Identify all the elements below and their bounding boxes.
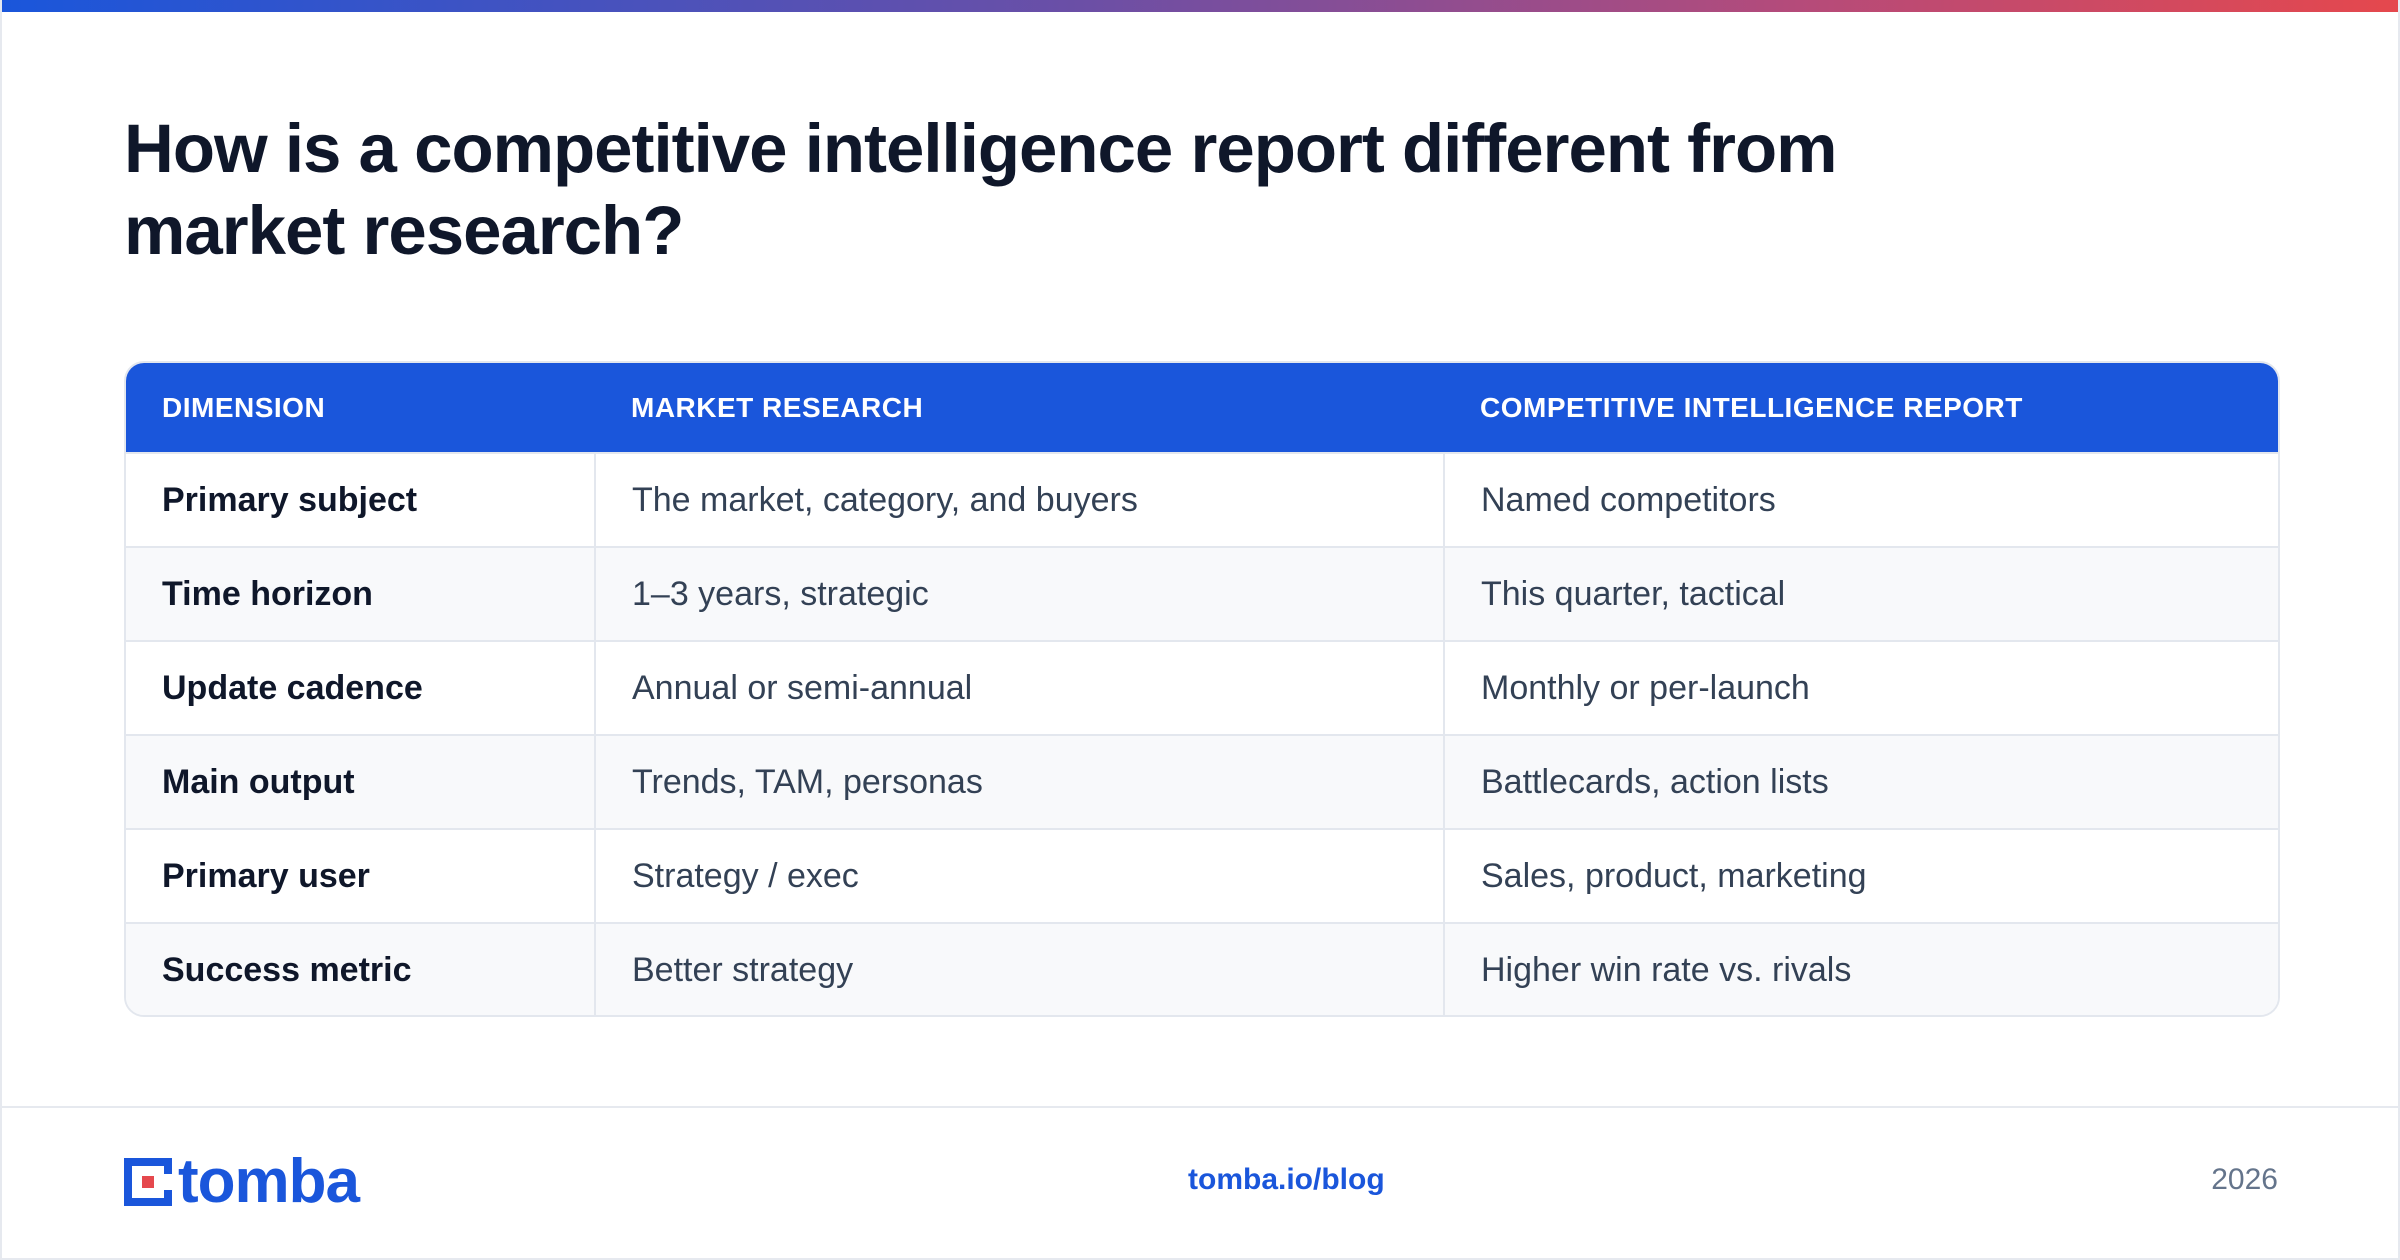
row-dimension: Success metric [126, 922, 595, 1015]
row-market-research: Trends, TAM, personas [594, 734, 1444, 829]
table-row: Success metric Better strategy Higher wi… [126, 922, 2278, 1015]
row-market-research: Annual or semi-annual [594, 640, 1444, 735]
header-market-research: MARKET RESEARCH [631, 391, 924, 423]
tomba-logo-icon [124, 1158, 172, 1206]
row-dimension: Primary subject [126, 452, 595, 547]
logo-text: tomba [178, 1147, 360, 1216]
row-market-research: Better strategy [594, 922, 1444, 1015]
row-competitive-intelligence: Battlecards, action lists [1443, 734, 2278, 829]
row-market-research: The market, category, and buyers [594, 452, 1444, 547]
page-title: How is a competitive intelligence report… [124, 110, 1838, 269]
row-competitive-intelligence: Named competitors [1443, 452, 2278, 547]
row-competitive-intelligence: Monthly or per-launch [1443, 640, 2278, 735]
header-dimension: DIMENSION [162, 391, 326, 423]
footer-divider [2, 1106, 2398, 1108]
blog-link[interactable]: tomba.io/blog [1188, 1163, 1385, 1196]
comparison-table-container: DIMENSION MARKET RESEARCH COMPETITIVE IN… [124, 361, 2280, 1017]
header-competitive-intelligence: COMPETITIVE INTELLIGENCE REPORT [1480, 391, 2023, 423]
row-competitive-intelligence: This quarter, tactical [1443, 546, 2278, 641]
top-gradient-bar [2, 0, 2398, 12]
row-dimension: Primary user [126, 828, 595, 923]
table-row: Primary user Strategy / exec Sales, prod… [126, 828, 2278, 923]
table-row: Update cadence Annual or semi-annual Mon… [126, 640, 2278, 735]
comparison-table: DIMENSION MARKET RESEARCH COMPETITIVE IN… [126, 363, 2278, 1015]
table-row: Primary subject The market, category, an… [126, 452, 2278, 547]
row-dimension: Main output [126, 734, 595, 829]
row-dimension: Time horizon [126, 546, 595, 641]
row-competitive-intelligence: Higher win rate vs. rivals [1443, 922, 2278, 1015]
table-row: Main output Trends, TAM, personas Battle… [126, 734, 2278, 829]
table-row: Time horizon 1–3 years, strategic This q… [126, 546, 2278, 641]
row-competitive-intelligence: Sales, product, marketing [1443, 828, 2278, 923]
footer-year: 2026 [2211, 1163, 2278, 1196]
row-market-research: Strategy / exec [594, 828, 1444, 923]
row-dimension: Update cadence [126, 640, 595, 735]
tomba-logo[interactable]: tomba [124, 1147, 360, 1216]
row-market-research: 1–3 years, strategic [594, 546, 1444, 641]
table-header-row: DIMENSION MARKET RESEARCH COMPETITIVE IN… [126, 363, 2278, 453]
